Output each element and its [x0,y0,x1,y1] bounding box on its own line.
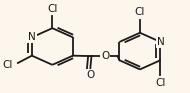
Text: Cl: Cl [155,78,166,88]
Text: N: N [157,37,164,47]
Text: Cl: Cl [47,4,58,13]
Text: O: O [101,51,109,61]
Text: Cl: Cl [135,7,145,17]
Text: N: N [28,32,36,42]
Text: O: O [86,70,94,80]
Text: Cl: Cl [3,60,13,70]
